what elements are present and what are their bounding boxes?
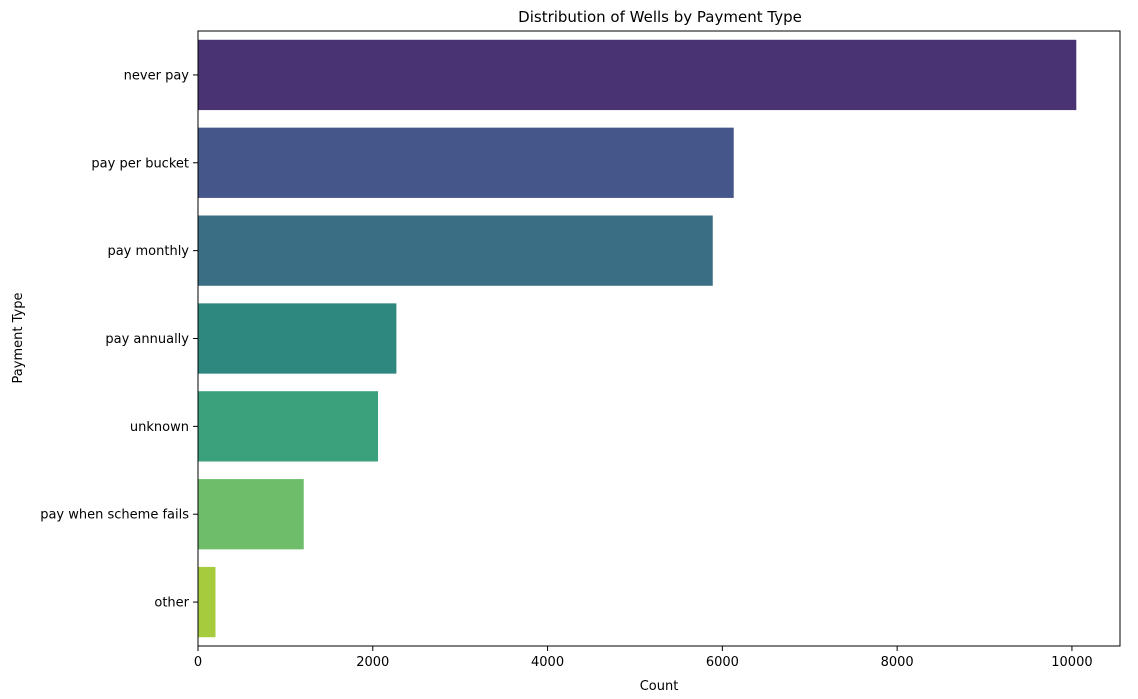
- x-tick-label: 10000: [1051, 655, 1092, 670]
- bar-unknown: [198, 391, 379, 462]
- y-tick-label: pay annually: [105, 332, 189, 347]
- y-tick-label: pay when scheme fails: [40, 508, 189, 523]
- bar-never-pay: [198, 39, 1077, 111]
- bar-pay-per-bucket: [198, 127, 734, 198]
- x-tick-label: 8000: [881, 655, 914, 670]
- y-tick-label: unknown: [130, 420, 189, 435]
- x-axis-label: Count: [640, 679, 679, 694]
- y-tick-label: pay per bucket: [91, 156, 189, 171]
- x-tick-label: 6000: [706, 655, 739, 670]
- bar-pay-when-scheme-fails: [198, 479, 304, 550]
- y-axis-label: Payment Type: [11, 293, 26, 384]
- x-tick-label: 0: [194, 655, 202, 670]
- plot-frame: [197, 30, 1121, 647]
- x-tick-group: 0 2000 4000 6000 8000 10000: [194, 646, 1093, 670]
- bars-group: [198, 39, 1077, 638]
- x-tick-label: 4000: [531, 655, 564, 670]
- bar-pay-monthly: [198, 215, 713, 286]
- y-tick-label: other: [154, 596, 189, 611]
- bar-other: [198, 566, 216, 638]
- chart-title: Distribution of Wells by Payment Type: [518, 8, 802, 26]
- y-tick-label: pay monthly: [107, 244, 189, 259]
- x-tick-label: 2000: [356, 655, 389, 670]
- y-tick-label: never pay: [124, 68, 190, 83]
- y-tick-group: never pay pay per bucket pay monthly pay an…: [40, 68, 198, 611]
- bar-pay-annually: [198, 303, 397, 374]
